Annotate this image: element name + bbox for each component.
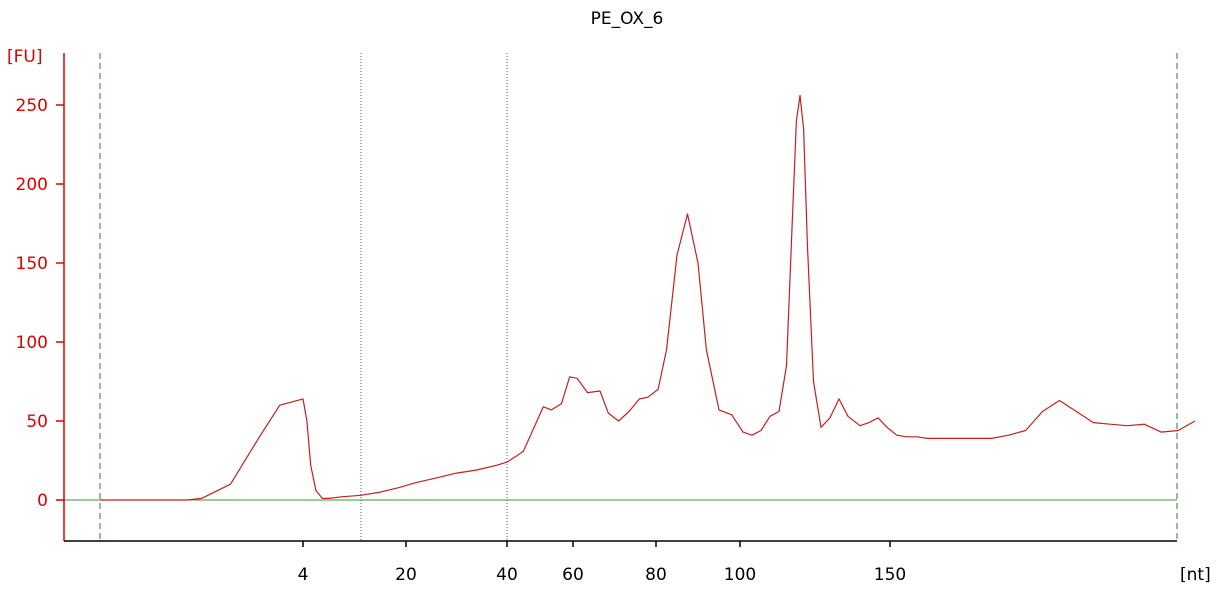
x-tick-label: 150 <box>874 565 906 585</box>
chart-title: PE_OX_6 <box>591 9 664 29</box>
y-tick-label: 50 <box>26 412 48 432</box>
y-axis-ticks: 0 50 100 150 200 250 <box>16 96 64 511</box>
y-tick-label: 250 <box>16 96 48 116</box>
y-axis-unit-label: [FU] <box>7 47 43 67</box>
x-tick-label: 100 <box>724 565 756 585</box>
axes <box>63 53 1177 542</box>
x-axis-unit-label: [nt] <box>1180 565 1211 585</box>
marker-lines <box>360 53 508 541</box>
x-tick-label: 40 <box>496 565 518 585</box>
x-tick-label: 60 <box>562 565 584 585</box>
y-tick-label: 100 <box>16 333 48 353</box>
y-tick-label: 150 <box>16 254 48 274</box>
trace-group <box>100 94 1196 501</box>
x-axis-ticks: 4 20 40 60 80 100 150 <box>298 541 906 585</box>
fluorescence-trace-line <box>100 94 1196 501</box>
y-tick-label: 200 <box>16 175 48 195</box>
y-tick-label: 0 <box>37 491 48 511</box>
x-tick-label: 80 <box>645 565 667 585</box>
x-tick-label: 20 <box>395 565 417 585</box>
boundary-lines <box>99 53 1178 541</box>
x-tick-label: 4 <box>298 565 309 585</box>
